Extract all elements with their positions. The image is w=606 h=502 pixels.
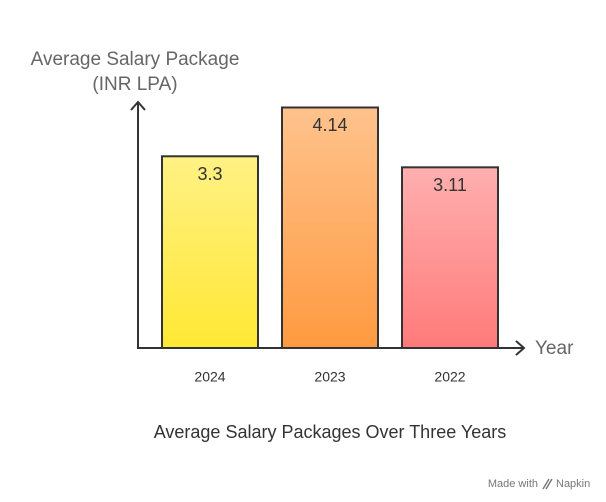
watermark: Made with <box>488 478 538 490</box>
y-axis-label: Average Salary Package <box>31 49 240 70</box>
bar <box>401 166 499 349</box>
x-tick-label: 2022 <box>434 369 465 385</box>
x-axis-label: Year <box>535 338 574 359</box>
x-axis-arrow <box>515 340 526 356</box>
x-tick-label: 2024 <box>194 369 225 385</box>
x-tick-label: 2023 <box>314 369 345 385</box>
bar <box>161 155 259 349</box>
watermark-icon <box>542 478 553 490</box>
chart-title: Average Salary Packages Over Three Years <box>154 422 507 442</box>
value-label: 3.3 <box>197 164 222 184</box>
value-label: 3.11 <box>433 175 467 195</box>
y-axis-arrow <box>130 100 146 111</box>
value-label: 4.14 <box>312 115 347 135</box>
watermark: Napkin <box>556 478 590 490</box>
bar <box>281 106 379 349</box>
y-axis-label: (INR LPA) <box>92 74 177 95</box>
